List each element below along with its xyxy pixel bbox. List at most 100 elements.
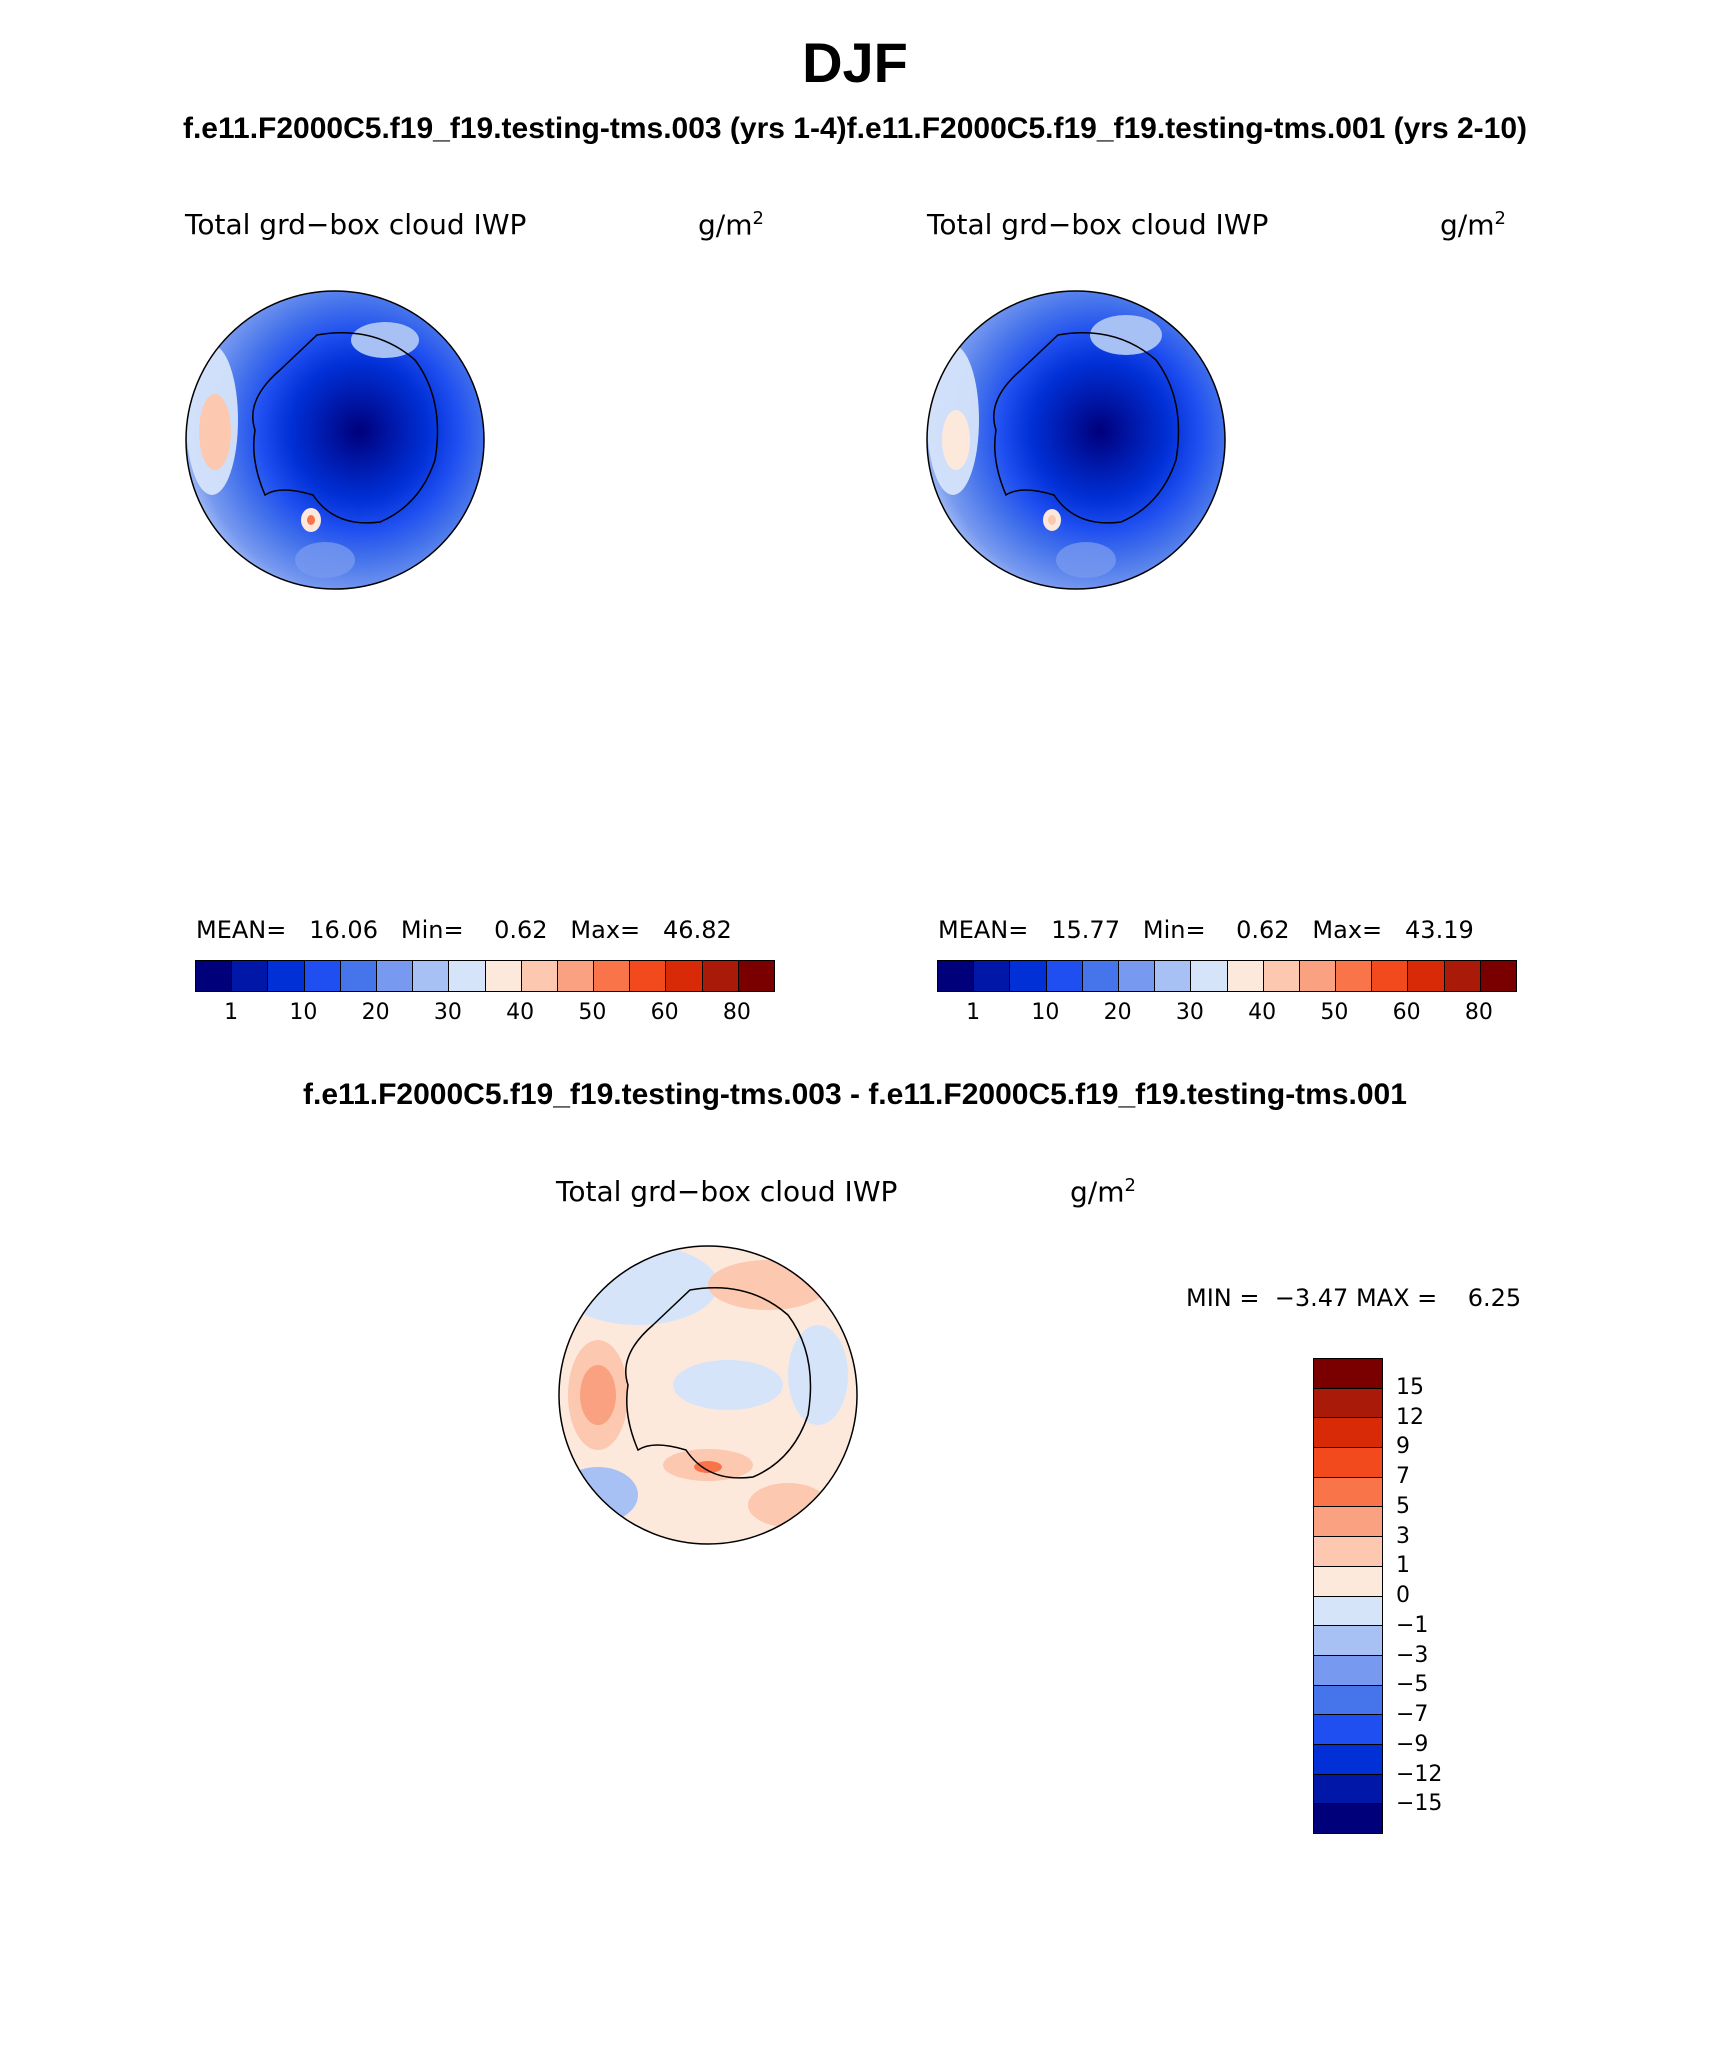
difference-title: f.e11.F2000C5.f19_f19.testing-tms.003 - … [303, 1078, 1407, 1111]
colorbar-swatch [1314, 1565, 1382, 1596]
colorbar-tick-label: 50 [1320, 1000, 1349, 1025]
colorbar-swatch [303, 961, 340, 991]
colorbar-swatch [1117, 961, 1155, 991]
diff-units-label: g/m2 [1070, 1175, 1136, 1209]
colorbar-tick-label: 5 [1396, 1493, 1410, 1519]
colorbar-swatch [1314, 1803, 1382, 1833]
panel1-stats: MEAN= 16.06 Min= 0.62 Max= 46.82 [196, 916, 732, 944]
colorbar-swatch [1479, 961, 1516, 991]
colorbar-swatch [1371, 961, 1408, 991]
colorbar-swatch [1407, 961, 1444, 991]
colorbar-swatch [375, 961, 413, 991]
colorbar-swatch [938, 961, 974, 991]
colorbar-swatch [1314, 1595, 1382, 1626]
colorbar-tick-label: 20 [1103, 1000, 1132, 1025]
map-panel2 [926, 290, 1226, 590]
colorbar-swatch [412, 961, 449, 991]
colorbar-panel1 [195, 960, 775, 992]
colorbar-swatch [448, 961, 485, 991]
colorbar-swatch [1314, 1387, 1382, 1418]
colorbar-swatch [1314, 1447, 1382, 1477]
colorbar-tick-label: 80 [1464, 1000, 1493, 1025]
colorbar-swatch [1154, 961, 1191, 991]
colorbar-tick-label: 1 [224, 1000, 239, 1025]
colorbar-tick-label: 30 [433, 1000, 462, 1025]
panel1-variable-label: Total grd−box cloud IWP [185, 208, 527, 241]
colorbar-swatch [339, 961, 376, 991]
colorbar-swatch [556, 961, 594, 991]
colorbar-swatch [520, 961, 557, 991]
colorbar-tick-label: −7 [1396, 1702, 1429, 1727]
colorbar-tick-label: 0 [1396, 1583, 1410, 1608]
colorbar-tick-label: 12 [1396, 1404, 1424, 1430]
colorbar-tick-label: 10 [289, 1000, 318, 1025]
panel2-units-label: g/m2 [1440, 208, 1506, 242]
case-titles: f.e11.F2000C5.f19_f19.testing-tms.003 (y… [182, 112, 1527, 145]
colorbar-swatch [973, 961, 1010, 991]
colorbar-swatch [629, 961, 666, 991]
main-title: DJF [802, 31, 908, 94]
colorbar-tick-label: 50 [578, 1000, 607, 1025]
colorbar-tick-label: 80 [722, 1000, 751, 1025]
colorbar-swatch [1314, 1625, 1382, 1655]
colorbar-tick-label: −9 [1396, 1731, 1429, 1757]
colorbar-tick-label: 15 [1396, 1374, 1424, 1400]
colorbar-swatch [1190, 961, 1227, 991]
colorbar-tick-label: 40 [506, 1000, 535, 1025]
colorbar-swatch [1314, 1654, 1382, 1685]
diff-minmax: MIN = −3.47 MAX = 6.25 [1186, 1284, 1522, 1312]
colorbar-swatch [1314, 1743, 1382, 1774]
colorbar-difference-ticks: 15 12 9 7 5 3 1 0 −1 −3 −5 −7 −9 −12 −15 [1396, 1358, 1476, 1834]
colorbar-tick-label: −15 [1396, 1791, 1443, 1817]
colorbar-swatch [1314, 1684, 1382, 1715]
colorbar-swatch [1314, 1417, 1382, 1448]
colorbar-tick-label: −5 [1396, 1672, 1429, 1698]
colorbar-swatch [1081, 961, 1118, 991]
colorbar-difference [1313, 1358, 1383, 1834]
panel2-variable-label: Total grd−box cloud IWP [927, 208, 1269, 241]
colorbar-tick-label: −1 [1396, 1612, 1429, 1638]
colorbar-swatch [267, 961, 304, 991]
colorbar-swatch [196, 961, 232, 991]
colorbar-swatch [665, 961, 702, 991]
colorbar-tick-label: 40 [1248, 1000, 1277, 1025]
colorbar-swatch [1262, 961, 1299, 991]
colorbar-swatch [1335, 961, 1372, 991]
colorbar-swatch [737, 961, 774, 991]
colorbar-swatch [1314, 1506, 1382, 1537]
colorbar-swatch [1314, 1359, 1382, 1388]
colorbar-swatch [1298, 961, 1336, 991]
colorbar-swatch [231, 961, 268, 991]
colorbar-swatch [1314, 1714, 1382, 1744]
colorbar-swatch [1045, 961, 1082, 991]
panel1-units-label: g/m2 [698, 208, 764, 242]
colorbar-tick-label: 3 [1396, 1523, 1410, 1549]
map-difference [558, 1245, 858, 1545]
colorbar-tick-label: 10 [1031, 1000, 1060, 1025]
colorbar-tick-label: 7 [1396, 1464, 1410, 1489]
colorbar-swatch [1314, 1773, 1382, 1804]
colorbar-swatch [1009, 961, 1046, 991]
colorbar-swatch [1226, 961, 1263, 991]
colorbar-swatch [1443, 961, 1480, 991]
colorbar-swatch [701, 961, 738, 991]
colorbar-swatch [1314, 1536, 1382, 1566]
colorbar-panel2 [937, 960, 1517, 992]
colorbar-swatch [484, 961, 521, 991]
colorbar-tick-label: 60 [650, 1000, 679, 1025]
colorbar-tick-label: −12 [1396, 1761, 1443, 1787]
colorbar-swatch [1314, 1476, 1382, 1507]
colorbar-tick-label: 30 [1175, 1000, 1204, 1025]
colorbar-swatch [593, 961, 630, 991]
colorbar-panel1-ticks: 1 10 20 30 40 50 60 80 [195, 1000, 773, 1030]
map-panel1 [185, 290, 485, 590]
colorbar-tick-label: 1 [1396, 1553, 1410, 1579]
colorbar-tick-label: 1 [966, 1000, 981, 1025]
colorbar-tick-label: 20 [361, 1000, 390, 1025]
panel2-stats: MEAN= 15.77 Min= 0.62 Max= 43.19 [938, 916, 1474, 944]
diff-variable-label: Total grd−box cloud IWP [556, 1175, 898, 1208]
colorbar-tick-label: −3 [1396, 1642, 1429, 1668]
colorbar-panel2-ticks: 1 10 20 30 40 50 60 80 [937, 1000, 1515, 1030]
colorbar-tick-label: 60 [1392, 1000, 1421, 1025]
colorbar-tick-label: 9 [1396, 1434, 1410, 1460]
